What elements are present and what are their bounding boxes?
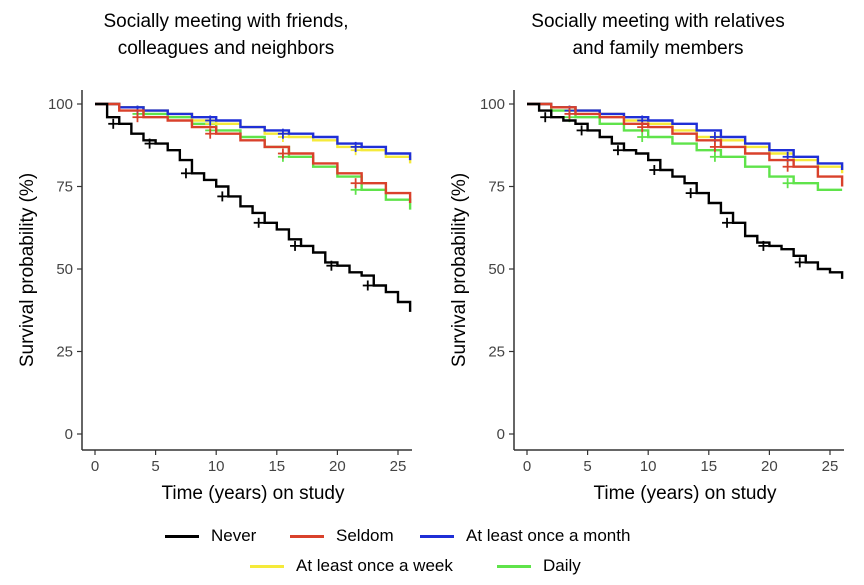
legend-item-at-least-once-a-month: At least once a month — [420, 526, 630, 546]
chart-panel-family: Socially meeting with relatives and fami… — [432, 0, 864, 520]
censor-mark-never — [612, 145, 623, 156]
x-tick-label: 5 — [151, 458, 159, 475]
censor-mark-daily — [782, 178, 793, 189]
chart-title: Socially meeting with relatives and fami… — [472, 8, 844, 62]
legend: Never Seldom At least once a month At le… — [0, 520, 864, 585]
censor-mark-seldom — [277, 148, 288, 159]
legend-swatch — [290, 534, 324, 538]
chart-title: Socially meeting with friends, colleague… — [40, 8, 412, 62]
legend-label: Daily — [543, 556, 581, 575]
series-line-seldom — [95, 102, 412, 203]
x-tick-label: 0 — [523, 458, 531, 475]
legend-item-never: Never — [165, 526, 256, 546]
chart-panel-friends: Socially meeting with friends, colleague… — [0, 0, 432, 520]
x-tick-label: 0 — [91, 458, 99, 475]
legend-swatch — [165, 534, 199, 538]
censor-mark-never — [576, 125, 587, 136]
series-line-seldom — [527, 102, 844, 187]
censor-mark-never — [794, 257, 805, 268]
y-axis-title: Survival probability (%) — [17, 173, 38, 367]
legend-item-at-least-once-a-week: At least once a week — [250, 556, 453, 576]
y-tick-label: 25 — [488, 344, 505, 361]
x-axis-title: Time (years) on study — [593, 483, 777, 504]
series-line-daily — [95, 102, 412, 210]
censor-mark-never — [253, 217, 264, 228]
legend-label: Seldom — [336, 526, 394, 545]
legend-label: At least once a month — [466, 526, 631, 545]
censor-mark-at-least-once-a-month — [277, 128, 288, 139]
censor-mark-seldom — [637, 122, 648, 133]
legend-label: At least once a week — [296, 556, 453, 575]
series-line-at-least-once-a-month — [527, 102, 844, 170]
legend-label: Never — [211, 526, 257, 545]
x-tick-label: 20 — [761, 458, 778, 475]
chart-title-line-1: Socially meeting with relatives — [531, 11, 785, 32]
censor-mark-never — [540, 112, 551, 123]
x-tick-label: 25 — [390, 458, 407, 475]
censor-mark-never — [217, 191, 228, 202]
x-tick-label: 10 — [640, 458, 657, 475]
censor-mark-daily — [709, 151, 720, 162]
chart-title-line-2: colleagues and neighbors — [117, 38, 335, 59]
censor-mark-never — [290, 240, 301, 251]
censor-mark-never — [144, 138, 155, 149]
y-tick-label: 50 — [56, 261, 73, 278]
legend-item-daily: Daily — [497, 556, 581, 576]
chart-plot: 0 25 50 75 100 0 5 10 15 20 25 Time (years) on stud… — [17, 90, 412, 504]
chart-title-line-2: and family members — [572, 38, 744, 59]
x-tick-label: 20 — [329, 458, 346, 475]
y-tick-label: 100 — [480, 96, 505, 113]
censor-mark-never — [180, 168, 191, 179]
censor-mark-never — [722, 217, 733, 228]
censor-mark-seldom — [205, 128, 216, 139]
censor-mark-never — [685, 188, 696, 199]
censor-mark-never — [108, 118, 119, 129]
y-tick-label: 75 — [488, 179, 505, 196]
censor-mark-seldom — [709, 141, 720, 152]
censor-mark-never — [362, 280, 373, 291]
censor-mark-at-least-once-a-month — [350, 141, 361, 152]
y-tick-label: 75 — [56, 179, 73, 196]
y-axis-title: Survival probability (%) — [449, 173, 470, 367]
x-tick-label: 15 — [700, 458, 717, 475]
y-tick-label: 25 — [56, 344, 73, 361]
legend-swatch — [250, 564, 284, 568]
x-tick-label: 10 — [208, 458, 225, 475]
y-tick-label: 100 — [48, 96, 73, 113]
censor-mark-seldom — [350, 178, 361, 189]
y-tick-label: 0 — [65, 426, 73, 443]
censor-mark-seldom — [782, 161, 793, 172]
x-tick-label: 25 — [822, 458, 839, 475]
x-tick-label: 15 — [268, 458, 285, 475]
series-line-never — [527, 102, 844, 279]
censor-mark-seldom — [132, 112, 143, 123]
series-line-at-least-once-a-month — [95, 102, 412, 161]
censor-mark-never — [758, 240, 769, 251]
chart-plot: 0 25 50 75 100 0 5 10 15 20 25 Time (years) on stud… — [449, 90, 844, 504]
legend-swatch — [497, 564, 531, 568]
x-tick-label: 5 — [583, 458, 591, 475]
series-line-never — [95, 102, 412, 312]
series-line-daily — [527, 102, 843, 191]
censor-mark-never — [326, 260, 337, 271]
censor-mark-daily — [637, 132, 648, 142]
legend-item-seldom: Seldom — [290, 526, 394, 546]
chart-title-line-1: Socially meeting with friends, — [103, 11, 349, 32]
legend-swatch — [420, 534, 454, 538]
censor-mark-never — [649, 165, 660, 175]
y-tick-label: 0 — [497, 426, 505, 443]
censor-mark-seldom — [564, 108, 575, 119]
x-axis-title: Time (years) on study — [161, 483, 345, 504]
censor-mark-at-least-once-a-month — [205, 115, 216, 126]
y-tick-label: 50 — [488, 261, 505, 278]
